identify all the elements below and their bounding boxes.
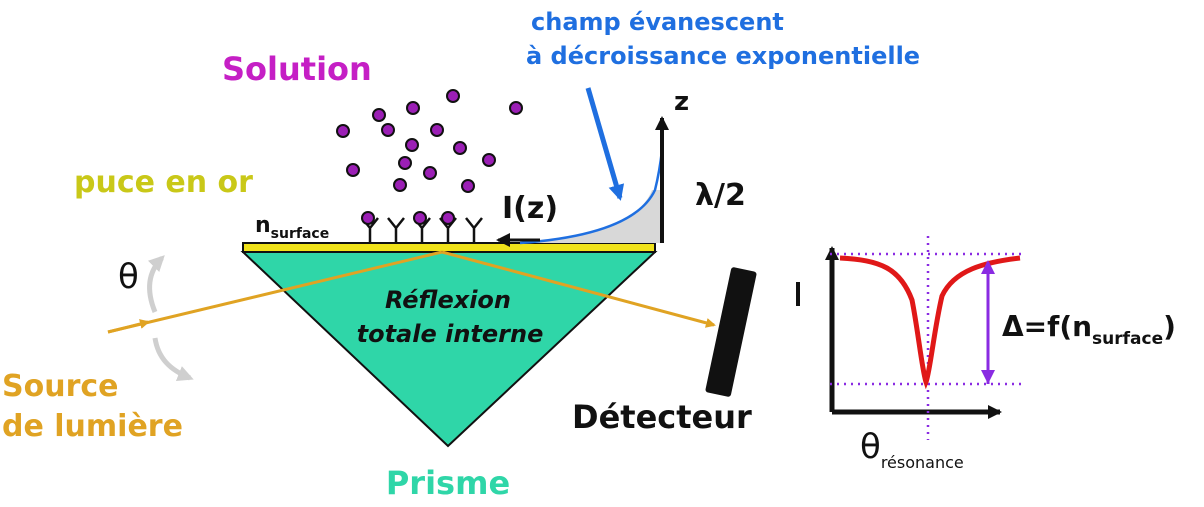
angle-arc-lower xyxy=(152,337,194,381)
particle xyxy=(406,101,420,115)
particle xyxy=(509,101,523,115)
incident-beam xyxy=(107,250,443,334)
particle xyxy=(423,166,437,180)
detector-label: Détecteur xyxy=(572,398,752,436)
evanescent-profile xyxy=(520,190,662,243)
particle xyxy=(381,123,395,137)
receptor-icon xyxy=(465,217,483,242)
particle xyxy=(413,211,427,225)
particle xyxy=(446,89,460,103)
receptor-icon xyxy=(387,217,405,242)
particle xyxy=(393,178,407,192)
source-label-line2: de lumière xyxy=(2,409,183,444)
evanescent-label-line1: champ évanescent xyxy=(531,8,784,36)
z-axis-label: z xyxy=(674,87,689,117)
particle xyxy=(398,156,412,170)
particle xyxy=(482,153,496,167)
angle-arc-upper xyxy=(147,255,165,313)
detector-slit xyxy=(796,282,800,306)
n-surface-label: nsurface xyxy=(255,213,329,242)
theta-label: θ xyxy=(118,257,139,297)
intensity-label: I(z) xyxy=(502,191,558,226)
theta-resonance-subscript: résonance xyxy=(881,453,964,472)
evanescent-label-line2: à décroissance exponentielle xyxy=(526,42,920,70)
source-label-line1: Source xyxy=(2,369,119,404)
gold-chip-label: puce en or xyxy=(74,165,253,200)
detector-icon xyxy=(705,267,757,397)
incident-arrow xyxy=(107,319,150,334)
prism-label: Prisme xyxy=(386,464,510,502)
gold-chip-layer xyxy=(242,242,656,253)
reflection-label-line2: totale interne xyxy=(357,320,544,348)
resonance-dip-curve xyxy=(839,255,1021,390)
evanescent-pointer-arrow xyxy=(585,87,625,201)
solution-label: Solution xyxy=(222,50,372,88)
particle xyxy=(430,123,444,137)
particle xyxy=(405,138,419,152)
reflected-beam xyxy=(441,250,716,328)
particle xyxy=(346,163,360,177)
delta-subscript: surface xyxy=(1092,329,1163,349)
particle xyxy=(441,211,455,225)
particle xyxy=(361,211,375,225)
particle xyxy=(461,179,475,193)
delta-label: Δ=f(nsurface) xyxy=(1002,310,1176,349)
theta-resonance-label: θrésonance xyxy=(860,427,964,472)
particle-group xyxy=(336,89,523,225)
evanescent-curve xyxy=(519,149,664,245)
n-surface-subscript: surface xyxy=(271,226,330,242)
particle xyxy=(453,141,467,155)
delta-suffix: ) xyxy=(1163,310,1176,343)
particle xyxy=(336,124,350,138)
half-wavelength-label: λ/2 xyxy=(695,178,746,213)
reflection-label-line1: Réflexion xyxy=(385,286,511,314)
particle xyxy=(372,108,386,122)
